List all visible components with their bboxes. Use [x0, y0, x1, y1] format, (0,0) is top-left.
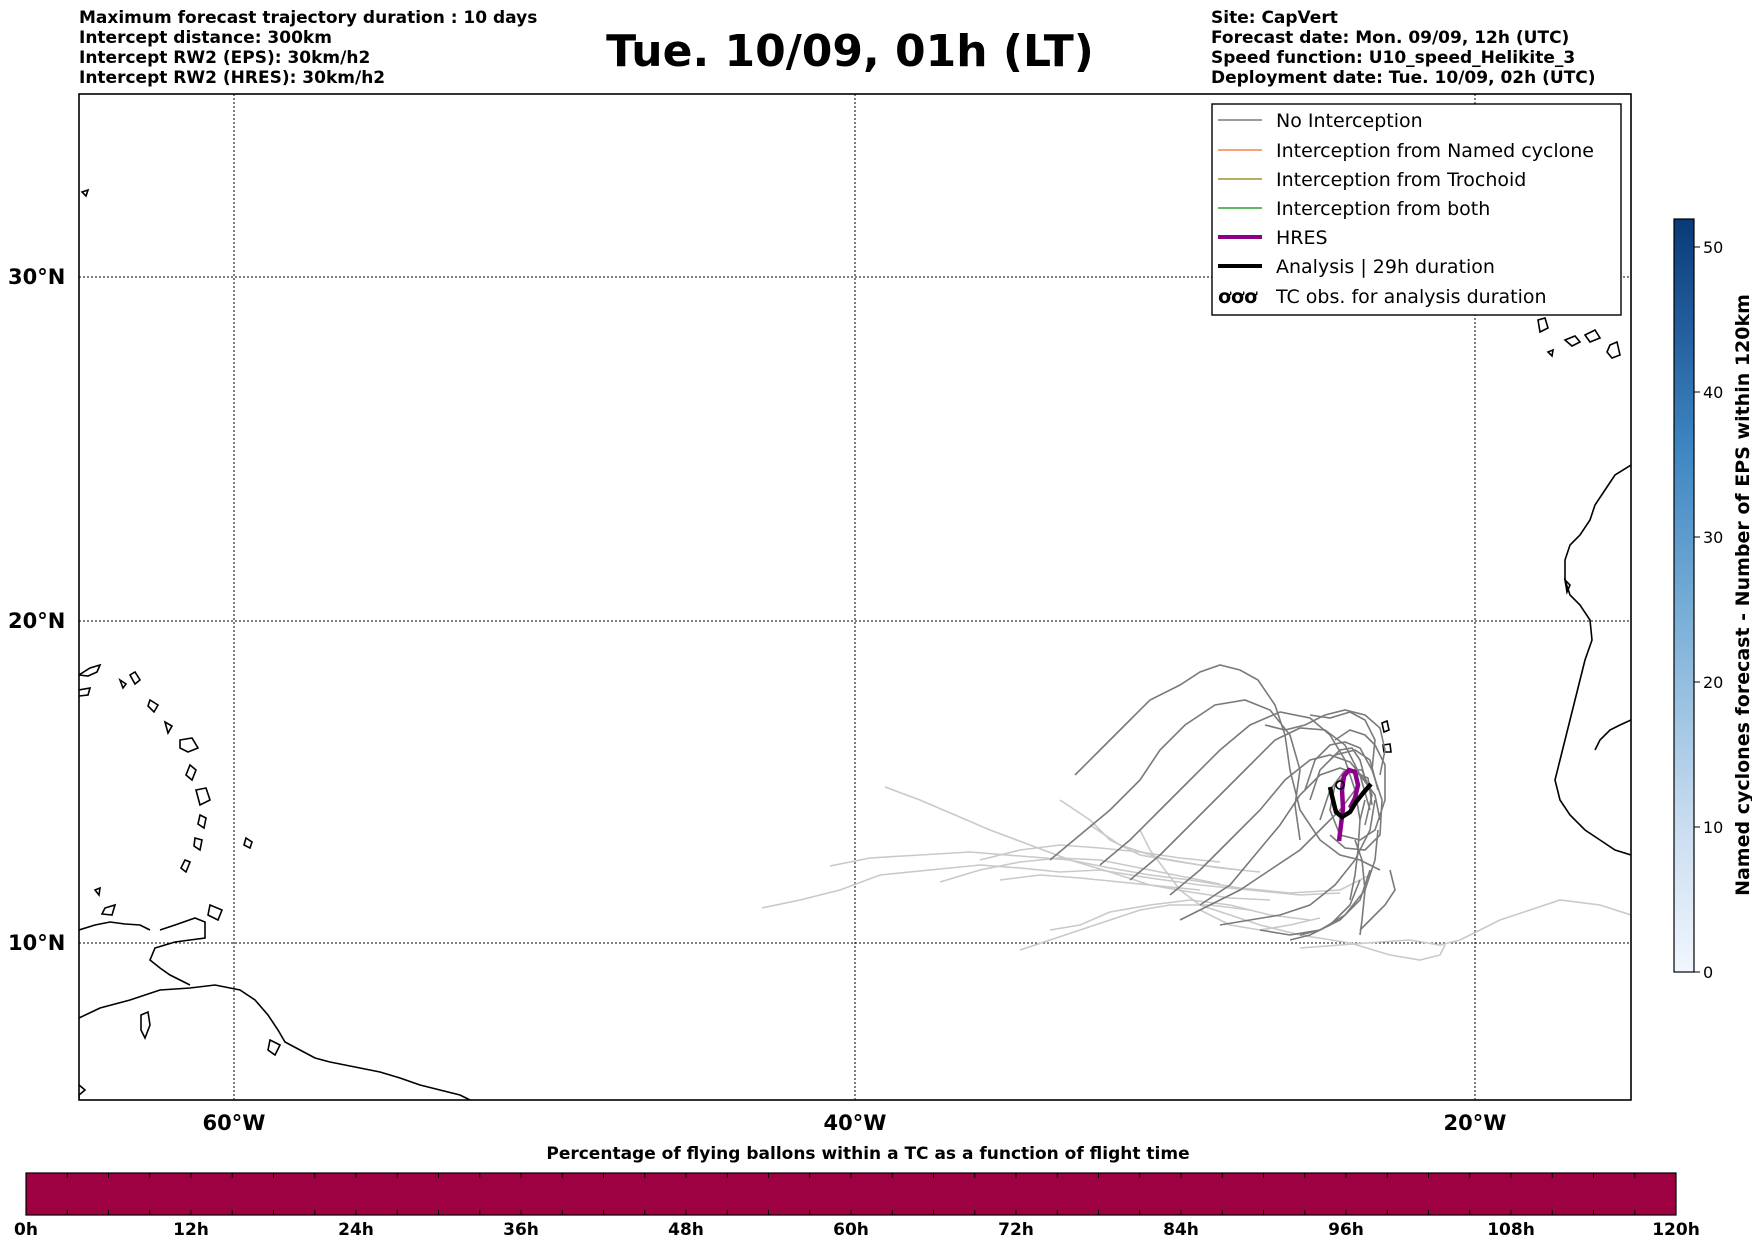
flight-time-tick-24h: 24h [338, 1220, 374, 1240]
coastline-east [1381, 317, 1631, 856]
legend-label-trochoid: Interception from Trochoid [1276, 169, 1526, 191]
lat-label-30n: 30°N [8, 265, 65, 289]
legend-label-no-interception: No Interception [1276, 110, 1423, 132]
param-max-duration: Maximum forecast trajectory duration : 1… [79, 8, 538, 28]
flight-time-tick-0h: 0h [14, 1220, 38, 1240]
colorbar-tick-20: 20 [1703, 673, 1723, 692]
lon-label-20w: 20°W [1444, 1111, 1507, 1135]
flight-time-tick-60h: 60h [833, 1220, 869, 1240]
flight-time-tick-108h: 108h [1487, 1220, 1535, 1240]
lat-label-10n: 10°N [8, 931, 65, 955]
legend: No Interception Interception from Named … [1211, 103, 1622, 316]
lon-label-40w: 40°W [824, 1111, 887, 1135]
flight-time-tick-12h: 12h [173, 1220, 209, 1240]
colorbar-tick-10: 10 [1703, 818, 1723, 837]
lat-label-20n: 20°N [8, 609, 65, 633]
colorbar-tick-50: 50 [1703, 238, 1723, 257]
flight-time-tick-48h: 48h [668, 1220, 704, 1240]
flight-time-bar-fill [25, 1172, 1677, 1216]
flight-time-tick-72h: 72h [998, 1220, 1034, 1240]
tc-obs-symbol [1335, 780, 1345, 790]
forecast-date: Forecast date: Mon. 09/09, 12h (UTC) [1211, 28, 1570, 48]
eps-trajectories-light [761, 786, 1631, 961]
coastline-west [79, 188, 471, 1100]
colorbar-gradient [1673, 218, 1695, 973]
param-intercept-distance: Intercept distance: 300km [79, 28, 332, 48]
map-frame [78, 93, 1632, 1101]
legend-label-analysis: Analysis | 29h duration [1276, 256, 1495, 278]
colorbar-tick-30: 30 [1703, 528, 1723, 547]
legend-label-named-cyclone: Interception from Named cyclone [1276, 140, 1594, 162]
legend-label-hres: HRES [1276, 227, 1328, 249]
legend-symbol-tc-obs: ơơơ [1218, 286, 1258, 308]
colorbar-label: Named cyclones forecast - Number of EPS … [1732, 294, 1752, 896]
flight-time-tick-96h: 96h [1328, 1220, 1364, 1240]
lon-label-60w: 60°W [203, 1111, 266, 1135]
site-name: Site: CapVert [1211, 8, 1338, 28]
legend-label-tc-obs: TC obs. for analysis duration [1275, 286, 1547, 308]
page-title: Tue. 10/09, 01h (LT) [606, 26, 1094, 77]
flight-time-bar: Percentage of flying ballons within a TC… [14, 1144, 1700, 1240]
flight-time-tick-36h: 36h [503, 1220, 539, 1240]
speed-function: Speed function: U10_speed_Helikite_3 [1211, 48, 1576, 68]
forecast-parameters: Maximum forecast trajectory duration : 1… [79, 8, 537, 88]
analysis-trajectory [1327, 782, 1373, 820]
colorbar-tick-0: 0 [1703, 963, 1713, 982]
param-intercept-rw2-eps: Intercept RW2 (EPS): 30km/h2 [79, 48, 371, 68]
site-info: Site: CapVert Forecast date: Mon. 09/09,… [1211, 8, 1596, 88]
flight-time-tick-84h: 84h [1163, 1220, 1199, 1240]
deployment-date: Deployment date: Tue. 10/09, 02h (UTC) [1211, 68, 1596, 88]
colorbar: 0 10 20 30 40 50 Named cyclones forecast… [1673, 218, 1752, 982]
colorbar-tick-40: 40 [1703, 383, 1723, 402]
flight-time-bar-title: Percentage of flying ballons within a TC… [546, 1144, 1189, 1164]
legend-box [1211, 103, 1622, 316]
flight-time-tick-120h: 120h [1652, 1220, 1700, 1240]
param-intercept-rw2-hres: Intercept RW2 (HRES): 30km/h2 [79, 68, 386, 88]
legend-label-both: Interception from both [1276, 198, 1490, 220]
